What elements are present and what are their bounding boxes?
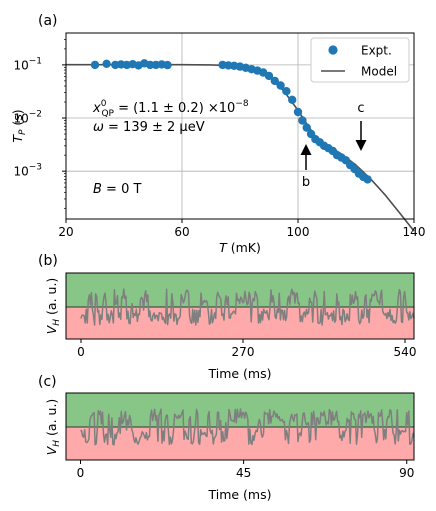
panel-b-trace [80,288,415,326]
expt-point [264,71,274,81]
expt-point [163,60,172,70]
expt-points [90,59,372,184]
panel-c-frame [65,392,415,461]
a-ytick-label: 10−3 [13,163,42,179]
panel-a-ylabel: TP (s) [10,109,28,142]
xtick-label: 270 [232,345,255,359]
expt-point [363,175,372,184]
panel-b-lower-band [66,307,414,339]
expt-point [298,116,307,125]
panel-c-xticks: 0 45 90 [77,460,414,480]
panel-a-label: (a) [38,13,58,29]
panel-a-xticks: 20 60 100 140 [58,219,425,239]
a-xtick-label: 60 [174,225,189,239]
xtick-label: 0 [77,345,85,359]
xtick-label: 45 [236,466,251,480]
arrow-b [300,144,312,170]
panel-c-label: (c) [38,374,57,390]
omega-annotation: ω = 139 ± 2 μeV [93,120,205,135]
arrow-b-label: b [302,175,310,190]
expt-point [282,87,291,96]
expt-point [276,81,285,90]
panel-a-yticks: 10−1 10−2 10−3 [13,39,66,209]
telegraph-line [80,408,415,446]
xtick-label: 90 [399,466,414,480]
legend-expt-label: Expt. [361,44,392,58]
panel-b-ylabel: VH (a. u.) [44,278,62,335]
panel-c-ylabel: VH (a. u.) [44,399,62,456]
xqp-annotation: x0 QP = (1.1 ± 0.2) ×10−8 [92,99,249,119]
panel-a-xlabel: T (mK) [219,240,261,255]
xtick-label: 540 [394,345,417,359]
expt-point [293,107,303,117]
xtick-label: 0 [77,466,85,480]
field-annotation: B = 0 T [93,182,141,197]
a-ytick-label: 10−2 [13,110,42,126]
expt-point [90,60,100,70]
expt-point [302,123,311,132]
panel-b-label: (b) [38,253,58,269]
panel-c-xlabel: Time (ms) [207,487,271,502]
arrow-c [355,121,367,151]
legend: Expt. Model [310,37,410,83]
panel-b-xlabel: Time (ms) [207,366,271,381]
expt-point [270,76,279,86]
panel-c-trace [80,408,415,446]
legend-expt-marker [328,45,338,55]
expt-point [102,59,111,68]
a-xtick-label: 140 [403,225,426,239]
panel-b-xticks: 0 270 540 [77,339,416,359]
arrow-c-label: c [357,101,364,116]
a-xtick-label: 20 [58,225,73,239]
a-ytick-label: 10−1 [13,56,42,72]
legend-model-label: Model [361,65,397,79]
telegraph-line [80,288,415,326]
panel-b-frame [65,272,415,340]
expt-point [288,95,297,105]
a-xtick-label: 100 [287,225,310,239]
expt-point [145,60,155,70]
